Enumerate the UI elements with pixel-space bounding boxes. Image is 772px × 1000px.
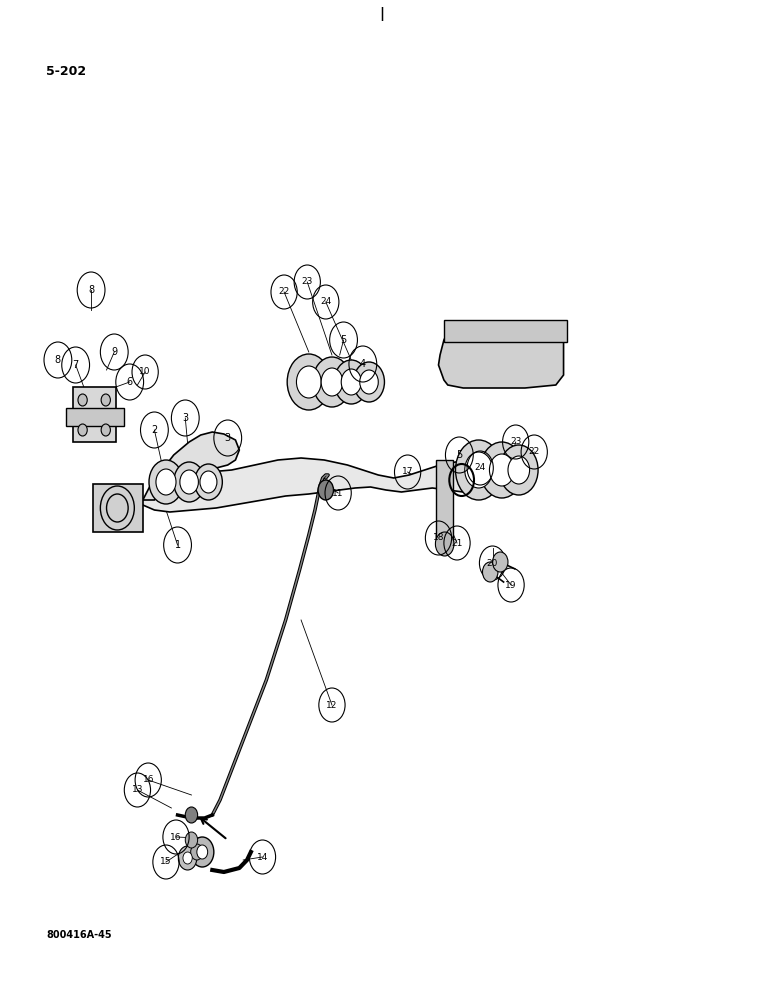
Text: 13: 13 [132,786,143,794]
Circle shape [200,471,217,493]
Circle shape [185,832,198,848]
Text: 24: 24 [320,298,331,306]
Text: 17: 17 [402,468,413,477]
Circle shape [313,357,351,407]
Circle shape [185,807,198,823]
Text: 22: 22 [529,448,540,456]
Text: 20: 20 [487,558,498,568]
Text: 22: 22 [279,288,290,296]
Circle shape [499,445,538,495]
Circle shape [321,368,343,396]
Text: 2: 2 [151,425,157,435]
Text: 5-202: 5-202 [46,65,86,78]
Circle shape [435,532,454,556]
Text: 23: 23 [302,277,313,286]
Circle shape [508,456,530,484]
Text: 16: 16 [171,832,181,842]
Text: 9: 9 [111,347,117,357]
Bar [93,484,143,532]
Text: 16: 16 [143,776,154,784]
Circle shape [195,464,222,500]
Text: 8: 8 [55,355,61,365]
Circle shape [482,562,498,582]
Polygon shape [143,432,239,500]
Circle shape [149,460,183,504]
Bar [444,320,567,342]
Bar [66,408,124,426]
Circle shape [334,360,368,404]
Text: 5: 5 [456,450,462,460]
Circle shape [480,442,523,498]
Circle shape [455,440,502,500]
Text: 4: 4 [360,359,366,369]
Text: 21: 21 [452,538,462,548]
Text: 19: 19 [506,580,516,589]
Text: 10: 10 [140,367,151,376]
Circle shape [174,462,205,502]
Text: 5: 5 [340,335,347,345]
Bar [436,460,453,545]
Text: 3: 3 [182,413,188,423]
Circle shape [318,480,334,500]
Circle shape [78,424,87,436]
Text: 3: 3 [225,433,231,443]
Text: 24: 24 [475,464,486,473]
Circle shape [156,469,176,495]
Text: 8: 8 [88,285,94,295]
Circle shape [180,470,198,494]
Polygon shape [438,330,564,388]
Text: 800416A-45: 800416A-45 [46,930,112,940]
Circle shape [341,369,361,395]
Circle shape [101,424,110,436]
Circle shape [287,354,330,410]
Circle shape [465,452,493,488]
Circle shape [178,846,197,870]
Circle shape [191,844,203,860]
Circle shape [489,454,514,486]
Text: 6: 6 [127,377,133,387]
Text: 18: 18 [433,534,444,542]
Polygon shape [139,458,486,512]
Text: 12: 12 [327,700,337,710]
Text: 14: 14 [257,852,268,861]
Circle shape [296,366,321,398]
Bar [73,387,116,442]
Circle shape [78,394,87,406]
Circle shape [183,852,192,864]
Circle shape [191,837,214,867]
Circle shape [101,394,110,406]
Text: |: | [380,7,384,21]
Circle shape [493,552,508,572]
Text: 1: 1 [174,540,181,550]
Text: 23: 23 [510,438,521,446]
Text: 11: 11 [333,488,344,497]
Text: 15: 15 [161,857,171,866]
Circle shape [197,845,208,859]
Text: 7: 7 [73,360,79,370]
Circle shape [354,362,384,402]
Circle shape [360,370,378,394]
